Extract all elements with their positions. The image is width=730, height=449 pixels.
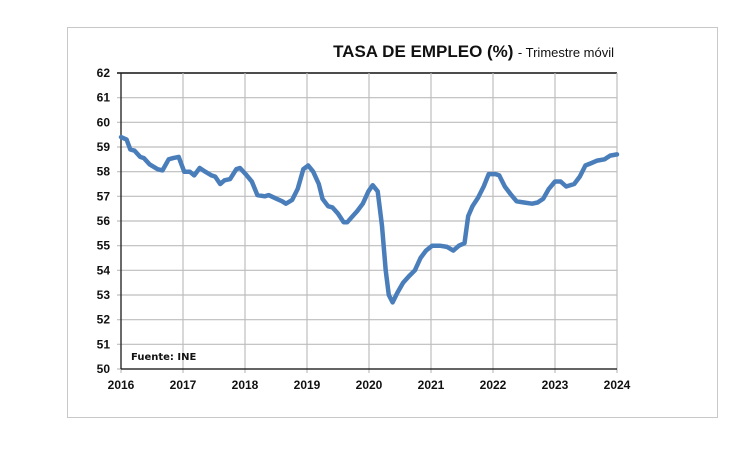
tick-labels: 50 51 52 53 54 55 56 57 58 59 60 61 62 2016 2017 2018 20… <box>97 66 631 392</box>
y-tick-label: 56 <box>97 214 111 228</box>
x-tick-label: 2016 <box>108 378 135 392</box>
x-tick-label: 2020 <box>356 378 383 392</box>
y-tick-label: 57 <box>97 189 111 203</box>
x-tick-label: 2017 <box>170 378 197 392</box>
y-tick-label: 54 <box>97 263 111 277</box>
y-tick-label: 50 <box>97 362 111 376</box>
y-tick-label: 62 <box>97 66 111 80</box>
y-tick-label: 59 <box>97 140 111 154</box>
x-tick-label: 2023 <box>542 378 569 392</box>
axes <box>120 73 617 370</box>
y-tick-label: 51 <box>97 337 111 351</box>
y-tick-label: 60 <box>97 115 111 129</box>
y-tick-label: 58 <box>97 165 111 179</box>
chart-frame <box>67 27 718 418</box>
series-line <box>118 134 620 305</box>
y-tick-label: 55 <box>97 239 111 253</box>
x-tick-label: 2021 <box>418 378 445 392</box>
gridlines <box>117 72 618 373</box>
x-tick-label: 2018 <box>232 378 259 392</box>
chart-title: TASA DE EMPLEO (%) - Trimestre móvil <box>333 42 614 62</box>
y-tick-label: 61 <box>97 91 111 105</box>
y-tick-label: 53 <box>97 288 111 302</box>
x-tick-label: 2024 <box>604 378 631 392</box>
title-main: TASA DE EMPLEO (%) <box>333 42 514 61</box>
x-tick-label: 2019 <box>294 378 321 392</box>
title-separator: - <box>517 45 526 60</box>
source-label: Fuente: INE <box>131 352 196 363</box>
title-subtitle: Trimestre móvil <box>525 45 614 60</box>
x-tick-label: 2022 <box>480 378 507 392</box>
y-tick-label: 52 <box>97 313 111 327</box>
